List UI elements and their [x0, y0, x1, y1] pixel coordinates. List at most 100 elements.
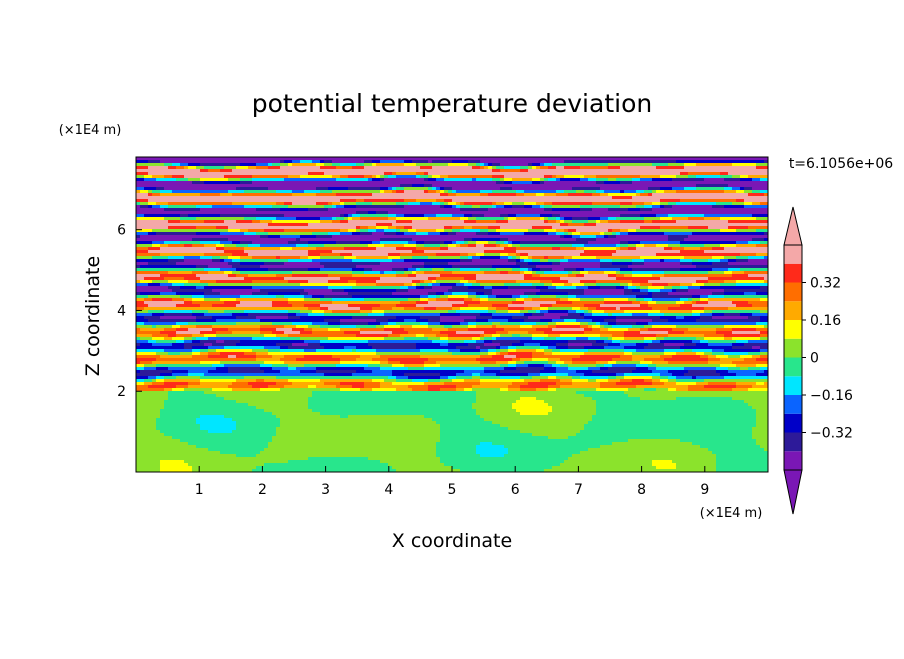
field-cell	[212, 193, 217, 197]
field-cell	[340, 211, 345, 215]
field-cell	[360, 244, 365, 248]
field-cell	[220, 169, 225, 173]
field-cell	[468, 163, 473, 167]
field-cell	[332, 235, 337, 239]
field-cell	[608, 205, 613, 209]
field-cell	[380, 208, 385, 212]
field-cell	[372, 211, 377, 215]
field-cell	[700, 235, 705, 239]
field-cell	[244, 160, 249, 164]
field-cell	[644, 247, 649, 251]
field-cell	[636, 178, 641, 182]
field-cell	[508, 187, 513, 191]
field-cell	[188, 169, 193, 173]
field-cell	[544, 157, 549, 161]
field-cell	[700, 199, 705, 203]
field-cell	[312, 166, 317, 170]
field-cell	[152, 157, 157, 161]
field-cell	[184, 238, 189, 242]
field-cell	[252, 238, 257, 242]
field-cell	[444, 175, 449, 179]
field-cell	[428, 241, 433, 245]
field-cell	[568, 211, 573, 215]
field-cell	[292, 211, 297, 215]
field-cell	[220, 211, 225, 215]
field-cell	[504, 160, 509, 164]
field-cell	[652, 235, 657, 239]
field-cell	[392, 160, 397, 164]
field-cell	[444, 229, 449, 233]
field-cell	[148, 178, 153, 182]
field-cell	[692, 208, 697, 212]
field-cell	[404, 250, 409, 254]
field-cell	[396, 244, 401, 248]
field-cell	[172, 163, 177, 167]
field-cell	[660, 199, 665, 203]
field-cell	[488, 175, 493, 179]
field-cell	[576, 157, 581, 161]
field-cell	[560, 157, 565, 161]
field-cell	[644, 199, 649, 203]
field-cell	[236, 247, 241, 251]
field-cell	[272, 172, 277, 176]
field-cell	[400, 250, 405, 254]
field-cell	[428, 217, 433, 221]
field-cell	[276, 226, 281, 230]
field-cell	[352, 202, 357, 206]
field-cell	[588, 217, 593, 221]
field-cell	[640, 247, 645, 251]
field-cell	[464, 223, 469, 227]
field-cell	[380, 250, 385, 254]
field-cell	[332, 250, 337, 254]
field-cell	[320, 250, 325, 254]
field-cell	[744, 211, 749, 215]
field-cell	[664, 175, 669, 179]
field-cell	[500, 187, 505, 191]
field-cell	[472, 232, 477, 236]
field-cell	[420, 250, 425, 254]
field-cell	[216, 187, 221, 191]
field-cell	[440, 169, 445, 173]
field-cell	[684, 244, 689, 248]
field-cell	[548, 202, 553, 206]
field-cell	[688, 160, 693, 164]
field-cell	[592, 247, 597, 251]
field-cell	[316, 244, 321, 248]
field-cell	[464, 199, 469, 203]
field-cell	[192, 163, 197, 167]
field-cell	[608, 229, 613, 233]
field-cell	[212, 220, 217, 224]
field-cell	[648, 178, 653, 182]
field-cell	[300, 181, 305, 185]
field-cell	[720, 178, 725, 182]
field-cell	[260, 235, 265, 239]
field-cell	[436, 196, 441, 200]
field-cell	[764, 220, 768, 224]
field-cell	[288, 208, 293, 212]
field-cell	[752, 220, 757, 224]
field-cell	[412, 184, 417, 188]
field-cell	[536, 205, 541, 209]
field-cell	[736, 181, 741, 185]
field-cell	[288, 211, 293, 215]
field-cell	[592, 214, 597, 218]
field-cell	[412, 208, 417, 212]
field-cell	[472, 238, 477, 242]
field-cell	[500, 250, 505, 254]
field-cell	[184, 217, 189, 221]
field-cell	[204, 202, 209, 206]
field-cell	[168, 247, 173, 251]
field-cell	[664, 163, 669, 167]
field-cell	[596, 160, 601, 164]
contour-field	[136, 157, 768, 472]
field-cell	[152, 232, 157, 236]
field-cell	[416, 220, 421, 224]
field-cell	[612, 235, 617, 239]
field-cell	[448, 187, 453, 191]
field-cell	[684, 172, 689, 176]
field-cell	[412, 211, 417, 215]
field-cell	[412, 232, 417, 236]
field-cell	[268, 208, 273, 212]
field-cell	[144, 214, 149, 218]
field-cell	[644, 214, 649, 218]
